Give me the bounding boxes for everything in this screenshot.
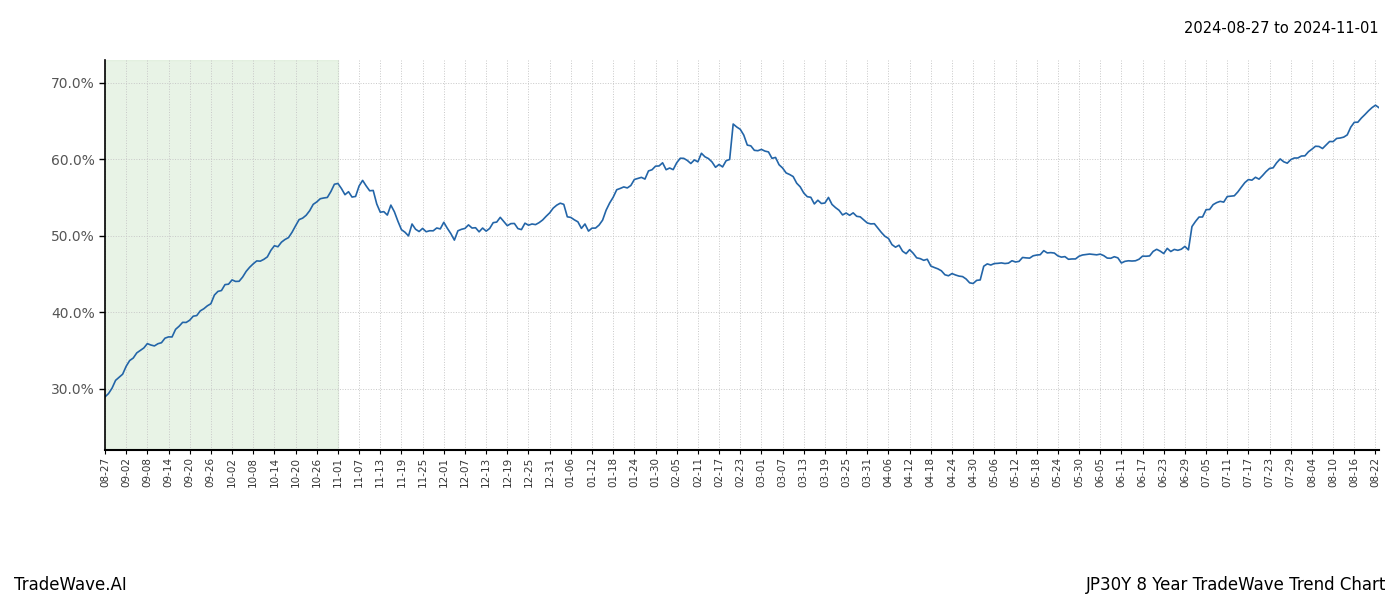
Text: JP30Y 8 Year TradeWave Trend Chart: JP30Y 8 Year TradeWave Trend Chart — [1085, 576, 1386, 594]
Text: 2024-08-27 to 2024-11-01: 2024-08-27 to 2024-11-01 — [1184, 21, 1379, 36]
Bar — [105, 60, 337, 450]
Text: TradeWave.AI: TradeWave.AI — [14, 576, 127, 594]
